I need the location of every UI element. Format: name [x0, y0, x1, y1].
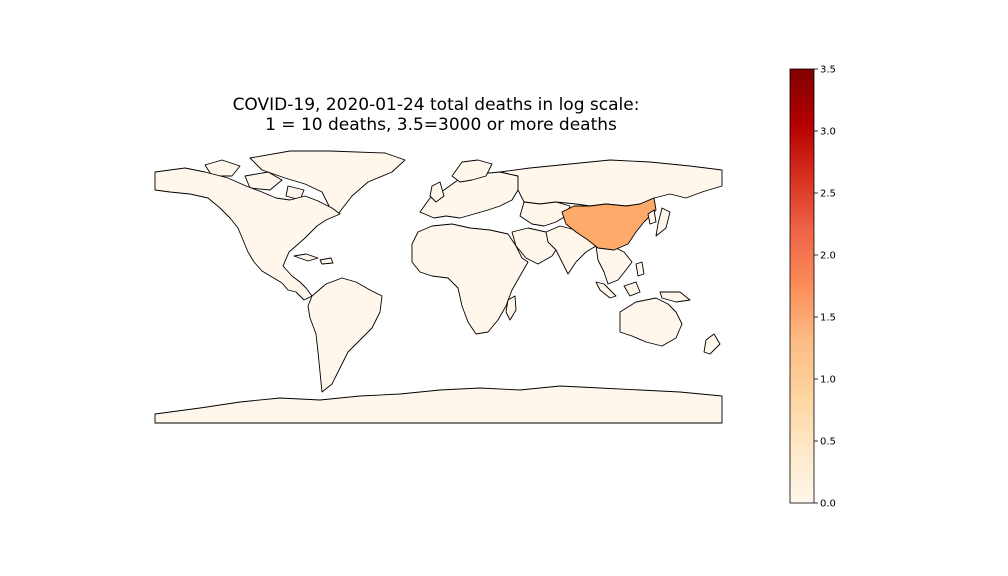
colorbar-ticks: 0.0 0.5 1.0 1.5 2.0 2.5 3.0 3.5 [814, 65, 836, 510]
greenland [249, 150, 406, 215]
north-america [154, 167, 341, 301]
borneo [623, 281, 641, 297]
europe [419, 171, 519, 219]
philippines [635, 261, 645, 277]
new-zealand [703, 333, 721, 355]
south-america [307, 277, 383, 393]
antarctica [154, 385, 723, 424]
colorbar-tick-label: 2.5 [820, 189, 836, 200]
hispaniola [319, 257, 334, 265]
colorbar-tick-label: 2.0 [820, 251, 836, 262]
colorbar-tick-label: 0.5 [820, 437, 836, 448]
colorbar-gradient [789, 68, 815, 504]
korea [647, 209, 657, 225]
scandinavia [451, 159, 493, 183]
australia [619, 297, 683, 347]
colorbar-tick-label: 1.5 [820, 313, 836, 324]
madagascar [505, 295, 517, 321]
map-title-line-1: COVID-19, 2020-01-24 total deaths in log… [233, 95, 640, 115]
cuba [293, 253, 319, 262]
colorbar-tick-label: 3.0 [820, 127, 836, 138]
africa [411, 223, 529, 335]
colorbar-tick-label: 1.0 [820, 375, 836, 386]
map-title-line-2: 1 = 10 deaths, 3.5=3000 or more deaths [265, 115, 617, 135]
colorbar-tick-label: 3.5 [820, 65, 836, 76]
british-isles [429, 181, 445, 203]
southeast-asia [595, 245, 633, 285]
colorbar: 0.0 0.5 1.0 1.5 2.0 2.5 3.0 3.5 [789, 65, 836, 510]
world-map [154, 150, 723, 424]
china [561, 197, 657, 251]
japan [655, 207, 671, 237]
arctic-islands [244, 171, 283, 191]
central-asia [519, 201, 571, 227]
russia [499, 159, 723, 207]
sumatra [595, 281, 617, 299]
new-guinea [659, 291, 691, 303]
colorbar-tick-label: 0.0 [820, 499, 836, 510]
